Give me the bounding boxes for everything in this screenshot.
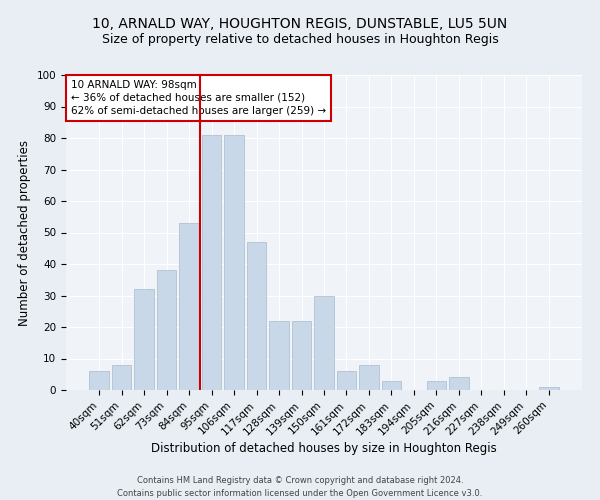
Bar <box>247 242 266 390</box>
Bar <box>89 371 109 390</box>
Bar <box>112 365 131 390</box>
Bar <box>314 296 334 390</box>
Bar <box>224 135 244 390</box>
Text: Size of property relative to detached houses in Houghton Regis: Size of property relative to detached ho… <box>101 32 499 46</box>
Text: 10, ARNALD WAY, HOUGHTON REGIS, DUNSTABLE, LU5 5UN: 10, ARNALD WAY, HOUGHTON REGIS, DUNSTABL… <box>92 18 508 32</box>
Bar <box>269 320 289 390</box>
Bar <box>382 380 401 390</box>
Y-axis label: Number of detached properties: Number of detached properties <box>18 140 31 326</box>
Bar <box>292 320 311 390</box>
Bar <box>134 289 154 390</box>
Bar <box>202 135 221 390</box>
Bar <box>449 378 469 390</box>
X-axis label: Distribution of detached houses by size in Houghton Regis: Distribution of detached houses by size … <box>151 442 497 455</box>
Bar <box>539 387 559 390</box>
Text: 10 ARNALD WAY: 98sqm
← 36% of detached houses are smaller (152)
62% of semi-deta: 10 ARNALD WAY: 98sqm ← 36% of detached h… <box>71 80 326 116</box>
Bar <box>427 380 446 390</box>
Bar <box>337 371 356 390</box>
Bar <box>157 270 176 390</box>
Text: Contains HM Land Registry data © Crown copyright and database right 2024.
Contai: Contains HM Land Registry data © Crown c… <box>118 476 482 498</box>
Bar <box>179 223 199 390</box>
Bar <box>359 365 379 390</box>
